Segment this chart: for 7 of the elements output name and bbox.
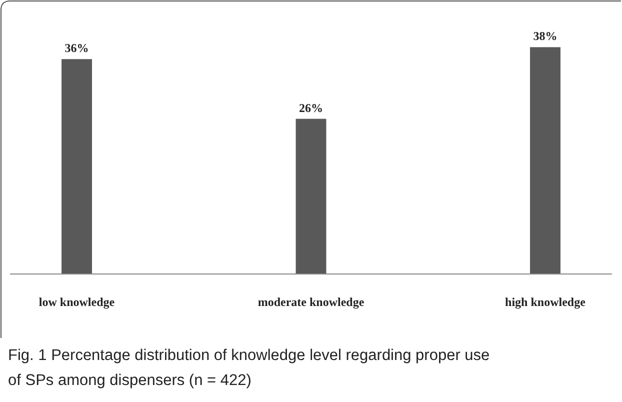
- data-label: 36%: [64, 41, 89, 56]
- x-tick-label: high knowledge: [505, 295, 586, 309]
- x-tick-label: moderate knowledge: [258, 295, 365, 309]
- x-tick-label: low knowledge: [38, 295, 116, 309]
- caption: Fig. 1 Percentage distribution of knowledge level regarding proper use of SPs among dispensers (n = 422): [8, 347, 490, 389]
- data-label: 38%: [533, 29, 558, 44]
- data-label: 26%: [299, 100, 323, 115]
